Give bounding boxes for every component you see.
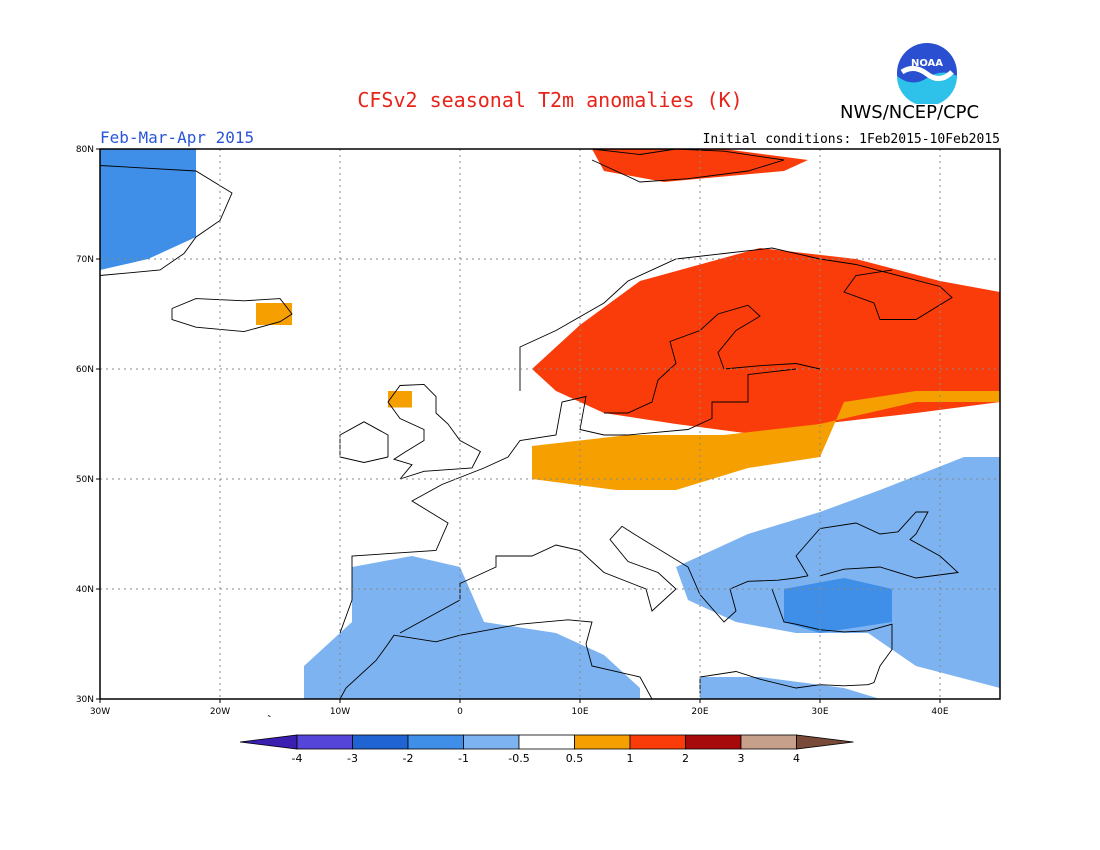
- colorbar-segment: [740, 734, 797, 750]
- agency-label: NWS/NCEP/CPC: [840, 102, 980, 123]
- anomaly-region-3: [532, 391, 1000, 490]
- chart-title: CFSv2 seasonal T2m anomalies (K): [357, 88, 743, 112]
- colorbar-label: -1: [458, 752, 469, 765]
- colorbar-label: -0.5: [508, 752, 529, 765]
- anomaly-region-8: [676, 457, 1000, 688]
- lon-tick-label: 10E: [571, 707, 588, 717]
- colorbar-segment: [518, 734, 575, 750]
- lon-tick-label: 30W: [90, 707, 110, 717]
- anomaly-region-5: [388, 391, 412, 408]
- colorbar-label: 0.5: [566, 752, 584, 765]
- lon-tick-label: 40E: [931, 707, 948, 717]
- colorbar-label: 4: [793, 752, 800, 765]
- lon-tick-label: 30E: [811, 707, 828, 717]
- colorbar-label: 3: [738, 752, 745, 765]
- coastline-8: [519, 247, 953, 391]
- lat-tick-label: 60N: [76, 365, 94, 375]
- lat-tick-label: 50N: [76, 475, 94, 485]
- initial-conditions-label: Initial conditions: 1Feb2015-10Feb2015: [702, 132, 1000, 147]
- colorbar-label: 2: [682, 752, 689, 765]
- anomaly-region-7: [304, 556, 640, 699]
- lon-tick-label: 20W: [210, 707, 230, 717]
- anomaly-region-9: [700, 677, 880, 699]
- lat-tick-label: 40N: [76, 585, 94, 595]
- coastline-4: [699, 671, 869, 694]
- coastline-1: [399, 525, 809, 634]
- lon-tick-label: 0: [457, 707, 463, 717]
- colorbar-segment: [629, 734, 686, 750]
- coastline-7: [339, 421, 389, 463]
- coastline-5: [339, 619, 653, 700]
- season-label: Feb-Mar-Apr 2015: [100, 128, 255, 147]
- coastline-0: [339, 368, 797, 634]
- noaa-logo-icon: NOAA: [897, 43, 957, 104]
- colorbar-label: 1: [627, 752, 634, 765]
- coastline-11: [99, 165, 233, 276]
- coastline-6: [387, 383, 482, 480]
- coastline-3: [771, 588, 893, 686]
- anomaly-region-10: [784, 578, 892, 633]
- lat-tick-label: 30N: [76, 695, 94, 705]
- colorbar-label: -2: [403, 752, 414, 765]
- lon-tick-label: 10W: [330, 707, 350, 717]
- coastline-13: [267, 715, 271, 718]
- anomaly-region-4: [256, 303, 292, 325]
- colorbar-arrow-high: [796, 734, 854, 750]
- lat-tick-label: 80N: [76, 145, 94, 155]
- colorbar-segment: [407, 734, 464, 750]
- colorbar-label: -3: [347, 752, 358, 765]
- colorbar-segment: [685, 734, 742, 750]
- lon-tick-label: 20E: [691, 707, 708, 717]
- anomaly-region-2: [592, 149, 808, 182]
- coastline-9: [604, 304, 821, 414]
- colorbar-segment: [296, 734, 353, 750]
- lat-tick-label: 70N: [76, 255, 94, 265]
- svg-text:NOAA: NOAA: [911, 58, 943, 69]
- colorbar-arrow-low: [239, 734, 298, 750]
- colorbar-segment: [463, 734, 520, 750]
- colorbar-segment: [574, 734, 631, 750]
- anomaly-region-6: [100, 149, 196, 270]
- anomaly-region-1: [532, 248, 1000, 435]
- colorbar-segment: [352, 734, 409, 750]
- coastline-2: [795, 511, 960, 579]
- colorbar-label: -4: [292, 752, 303, 765]
- coastline-12: [591, 148, 785, 183]
